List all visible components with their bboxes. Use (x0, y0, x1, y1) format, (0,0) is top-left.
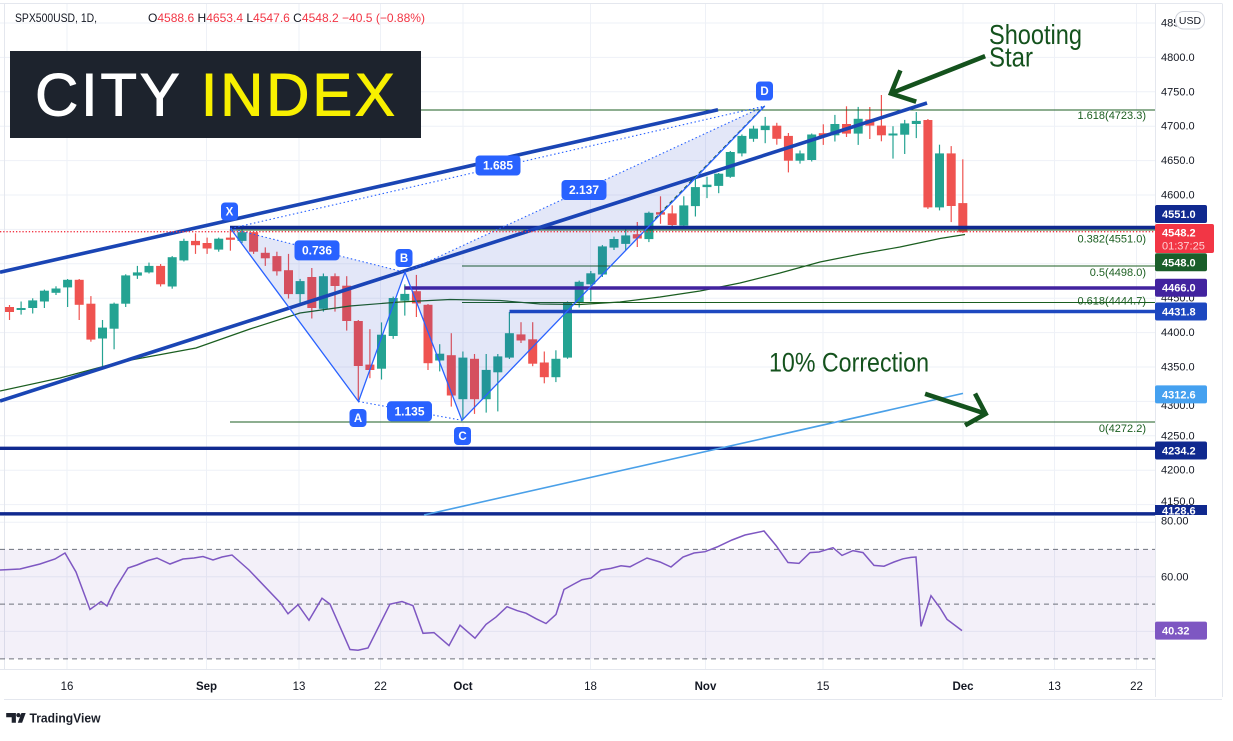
svg-text:X: X (226, 207, 234, 219)
svg-text:4350.0: 4350.0 (1161, 362, 1195, 374)
svg-text:4548.2: 4548.2 (1162, 228, 1196, 240)
svg-text:40.32: 40.32 (1162, 626, 1190, 638)
svg-text:15: 15 (817, 681, 830, 693)
svg-text:4400.0: 4400.0 (1161, 327, 1195, 339)
svg-text:CITY INDEX: CITY INDEX (35, 62, 398, 129)
svg-text:22: 22 (1130, 681, 1143, 693)
svg-text:4466.0: 4466.0 (1162, 283, 1196, 295)
svg-text:A: A (354, 413, 362, 425)
svg-text:13: 13 (293, 681, 306, 693)
svg-text:O4588.6 H4653.4 L4547.6 C4548.: O4588.6 H4653.4 L4547.6 C4548.2 −40.5 (−… (148, 11, 425, 25)
svg-text:80.00: 80.00 (1161, 516, 1189, 528)
svg-text:4150.0: 4150.0 (1161, 496, 1195, 508)
svg-text:TradingView: TradingView (30, 710, 102, 725)
svg-text:1.685: 1.685 (483, 159, 513, 173)
svg-text:D: D (760, 86, 768, 98)
svg-text:Nov: Nov (695, 681, 717, 693)
svg-text:4650.0: 4650.0 (1161, 155, 1195, 167)
svg-text:Sep: Sep (196, 681, 217, 693)
svg-text:Dec: Dec (952, 681, 974, 693)
svg-text:4551.0: 4551.0 (1162, 209, 1196, 221)
svg-text:4700.0: 4700.0 (1161, 121, 1195, 133)
svg-text:22: 22 (374, 681, 387, 693)
svg-text:10% Correction: 10% Correction (769, 348, 929, 378)
svg-text:60.00: 60.00 (1161, 571, 1189, 583)
svg-text:4800.0: 4800.0 (1161, 52, 1195, 64)
svg-text:4312.6: 4312.6 (1162, 389, 1196, 401)
svg-text:B: B (400, 253, 408, 265)
svg-text:0.5(4498.0): 0.5(4498.0) (1090, 267, 1146, 279)
svg-text:0.618(4444.7): 0.618(4444.7) (1078, 296, 1147, 308)
svg-text:0.382(4551.0): 0.382(4551.0) (1078, 234, 1147, 246)
svg-text:4200.0: 4200.0 (1161, 465, 1195, 477)
svg-text:4548.0: 4548.0 (1162, 257, 1196, 269)
svg-text:18: 18 (584, 681, 597, 693)
svg-text:Oct: Oct (453, 681, 472, 693)
svg-text:4128.6: 4128.6 (1162, 506, 1196, 518)
svg-text:USD: USD (1179, 15, 1202, 27)
svg-text:13: 13 (1048, 681, 1061, 693)
svg-text:1.135: 1.135 (394, 404, 424, 418)
svg-text:01:37:25: 01:37:25 (1162, 241, 1205, 253)
svg-text:4234.2: 4234.2 (1162, 446, 1196, 458)
svg-text:4750.0: 4750.0 (1161, 86, 1195, 98)
svg-text:C: C (458, 431, 466, 443)
svg-text:Shooting: Shooting (989, 19, 1082, 50)
svg-text:1.618(4723.3): 1.618(4723.3) (1078, 110, 1147, 122)
svg-text:SPX500USD, 1D,: SPX500USD, 1D, (15, 11, 97, 25)
svg-text:4250.0: 4250.0 (1161, 430, 1195, 442)
svg-text:0(4272.2): 0(4272.2) (1099, 423, 1146, 435)
svg-text:2.137: 2.137 (569, 183, 599, 197)
svg-text:4431.8: 4431.8 (1162, 307, 1196, 319)
svg-text:0.736: 0.736 (302, 243, 332, 257)
svg-text:Star: Star (989, 42, 1033, 73)
svg-text:16: 16 (61, 681, 74, 693)
svg-text:4600.0: 4600.0 (1161, 190, 1195, 202)
